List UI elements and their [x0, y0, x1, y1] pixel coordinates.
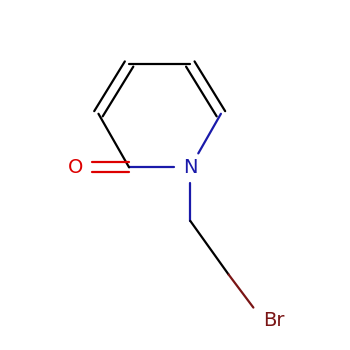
- Text: Br: Br: [263, 311, 285, 330]
- Text: O: O: [68, 158, 83, 177]
- Text: N: N: [183, 158, 197, 177]
